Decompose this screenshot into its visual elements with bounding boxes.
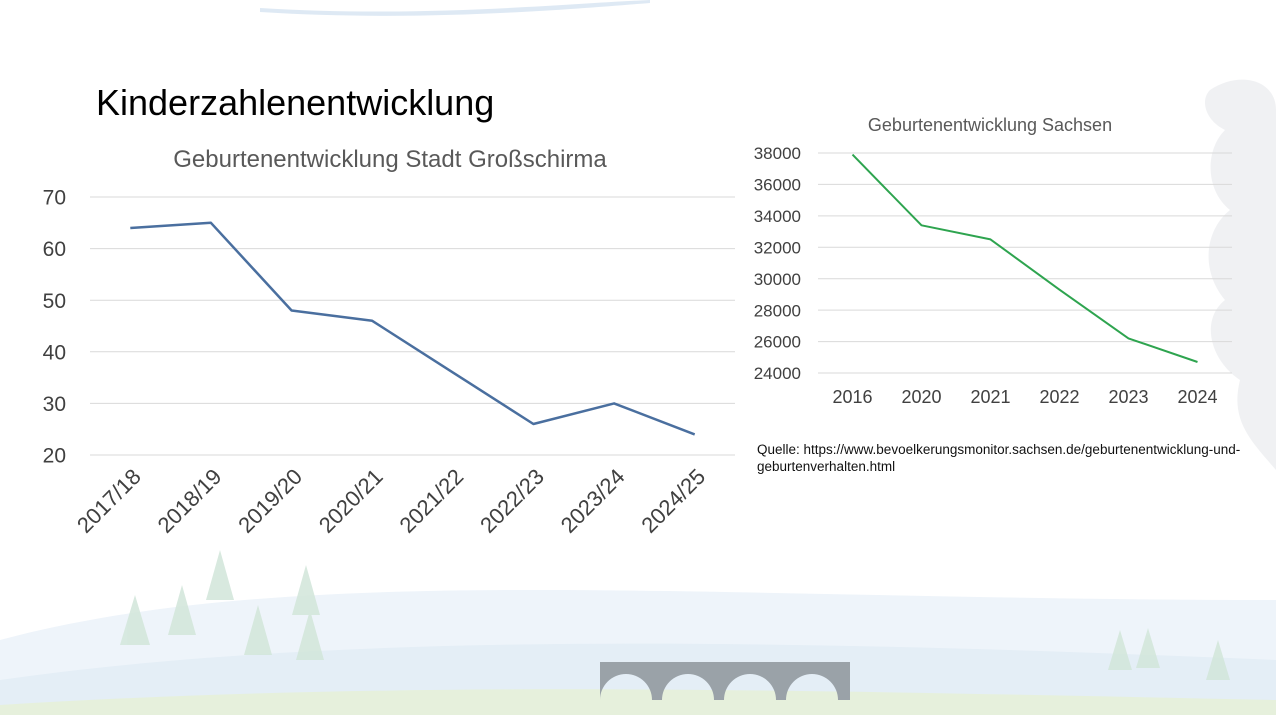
y-tick-label: 26000 — [754, 333, 801, 352]
y-tick-label: 28000 — [754, 301, 801, 320]
x-tick-label: 2020/21 — [314, 464, 388, 538]
y-tick-label: 70 — [43, 187, 66, 210]
slide-title: Kinderzahlenentwicklung — [96, 82, 495, 123]
y-tick-label: 60 — [43, 238, 66, 261]
x-tick-label: 2017/18 — [72, 464, 146, 538]
chart-title: Geburtenentwicklung Stadt Großschirma — [173, 146, 607, 173]
x-tick-label: 2021 — [970, 387, 1010, 407]
top-swoosh — [260, 0, 650, 16]
tree-icons — [120, 550, 1230, 680]
y-tick-label: 50 — [43, 290, 66, 313]
source-note: Quelle: https://www.bevoelkerungsmonitor… — [757, 442, 1241, 474]
x-tick-label: 2024 — [1177, 387, 1217, 407]
chart-sachsen: Geburtenentwicklung Sachsen 24000 26000 280… — [754, 115, 1232, 407]
x-tick-label: 2018/19 — [153, 464, 227, 538]
series-line — [130, 221, 696, 436]
x-tick-label: 2022 — [1039, 387, 1079, 407]
x-tick-label: 2019/20 — [233, 464, 307, 538]
lion-watermark-icon — [1205, 79, 1276, 470]
chart-title: Geburtenentwicklung Sachsen — [868, 115, 1112, 135]
x-tick-label: 2023 — [1108, 387, 1148, 407]
y-tick-label: 24000 — [754, 364, 801, 383]
y-tick-label: 30 — [43, 393, 66, 416]
x-tick-label: 2024/25 — [636, 464, 710, 538]
y-tick-label: 40 — [43, 341, 66, 364]
x-tick-label: 2023/24 — [556, 464, 630, 538]
y-tick-label: 34000 — [754, 207, 801, 226]
y-tick-label: 20 — [43, 445, 66, 468]
bridge-icon — [600, 662, 850, 700]
x-tick-label: 2016 — [832, 387, 872, 407]
x-tick-label: 2020 — [901, 387, 941, 407]
y-tick-label: 30000 — [754, 270, 801, 289]
y-tick-label: 36000 — [754, 176, 801, 195]
bottom-wave-green — [0, 689, 1276, 715]
x-tick-label: 2022/23 — [475, 464, 549, 538]
x-tick-label: 2021/22 — [394, 464, 468, 538]
y-tick-label: 32000 — [754, 238, 801, 257]
series-line — [851, 153, 1198, 363]
chart-grossschirma: Geburtenentwicklung Stadt Großschirma 20 3… — [43, 146, 735, 538]
y-tick-label: 38000 — [754, 144, 801, 163]
